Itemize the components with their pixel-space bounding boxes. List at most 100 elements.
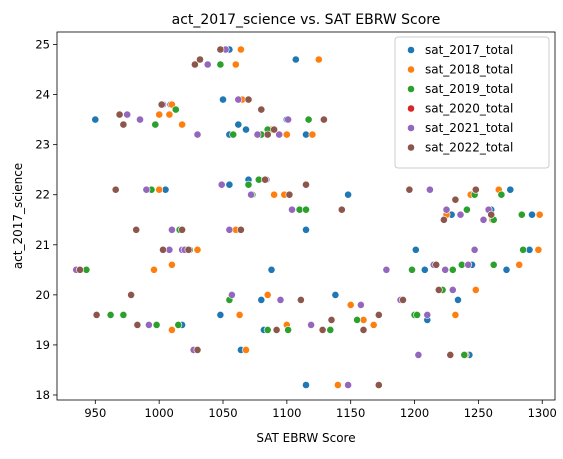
data-point (167, 325, 176, 334)
data-point (193, 245, 202, 254)
data-point (236, 225, 245, 234)
data-point (423, 310, 432, 319)
data-points (72, 45, 544, 389)
data-point (359, 325, 368, 334)
data-point (253, 130, 262, 139)
data-point (442, 205, 451, 214)
data-point (159, 245, 167, 254)
data-point (515, 260, 524, 269)
data-point (144, 320, 153, 329)
x-tick-label: 1050 (208, 406, 237, 420)
data-point (534, 245, 543, 254)
data-point (216, 60, 225, 69)
legend-marker (407, 143, 415, 152)
data-point (344, 190, 352, 199)
data-point (242, 125, 250, 134)
data-point (216, 310, 225, 319)
data-point (235, 310, 244, 319)
data-point (489, 260, 498, 269)
data-point (353, 315, 361, 324)
data-point (382, 265, 391, 274)
y-axis-label: act_2017_science (11, 163, 25, 269)
data-point (374, 310, 383, 319)
legend-marker (407, 85, 415, 93)
data-point (451, 195, 460, 204)
data-point (470, 245, 479, 254)
data-point (471, 185, 480, 194)
data-point (451, 310, 460, 319)
data-point (337, 205, 346, 214)
data-point (308, 130, 317, 139)
y-tick-label: 18 (35, 388, 50, 402)
data-point (291, 55, 300, 64)
data-point (257, 295, 266, 304)
data-point (263, 290, 272, 299)
y-tick-label: 24 (35, 88, 50, 102)
legend-marker (407, 46, 415, 54)
data-point (155, 185, 164, 194)
data-point (282, 130, 291, 139)
legend: sat_2017_total sat_2018_total sat_2019_tot… (394, 36, 550, 169)
data-point (196, 55, 204, 64)
data-point (408, 265, 416, 274)
data-point (304, 115, 313, 124)
data-point (167, 225, 176, 234)
data-point (119, 310, 128, 319)
data-point (374, 381, 383, 389)
data-point (244, 180, 253, 189)
data-point (234, 120, 243, 129)
data-point (448, 285, 457, 294)
data-point (327, 315, 336, 324)
data-point (331, 290, 340, 299)
data-point (142, 185, 151, 194)
data-point (318, 325, 327, 334)
data-point (155, 110, 164, 119)
data-point (92, 310, 101, 319)
legend-marker (407, 65, 415, 74)
data-point (441, 265, 450, 274)
data-point (247, 190, 255, 199)
data-point (434, 285, 443, 294)
data-point (319, 115, 328, 124)
data-point (219, 95, 227, 104)
data-point (369, 320, 378, 329)
data-point (152, 320, 161, 329)
data-point (506, 185, 515, 194)
data-point (413, 310, 421, 319)
x-tick-label: 950 (84, 406, 106, 420)
data-point (326, 325, 335, 334)
data-point (456, 210, 465, 219)
data-point (231, 60, 240, 69)
legend-label: sat_2020_total (425, 102, 513, 116)
data-point (302, 205, 310, 214)
data-point (203, 60, 212, 69)
y-axis: 18 19 20 21 22 23 24 25 (35, 38, 57, 402)
y-tick-label: 23 (35, 138, 50, 152)
data-point (165, 110, 174, 119)
data-point (528, 210, 536, 219)
data-point (150, 265, 158, 274)
data-point (174, 320, 183, 329)
data-point (216, 45, 225, 54)
data-point (414, 350, 423, 359)
legend-marker (407, 124, 415, 132)
data-point (497, 190, 506, 199)
data-point (127, 290, 136, 299)
data-point (225, 225, 234, 234)
x-tick-label: 1200 (400, 406, 429, 420)
legend-label: sat_2017_total (425, 43, 513, 57)
legend-label: sat_2021_total (425, 121, 513, 135)
data-point (217, 180, 226, 189)
data-point (425, 185, 434, 194)
data-point (261, 175, 269, 184)
data-point (178, 120, 186, 129)
data-point (272, 325, 281, 334)
legend-label: sat_2022_total (425, 141, 513, 155)
data-point (76, 265, 84, 274)
data-point (502, 265, 511, 274)
data-point (151, 120, 160, 129)
data-point (91, 115, 100, 124)
legend-label: sat_2019_total (425, 82, 513, 96)
data-point (227, 290, 236, 299)
